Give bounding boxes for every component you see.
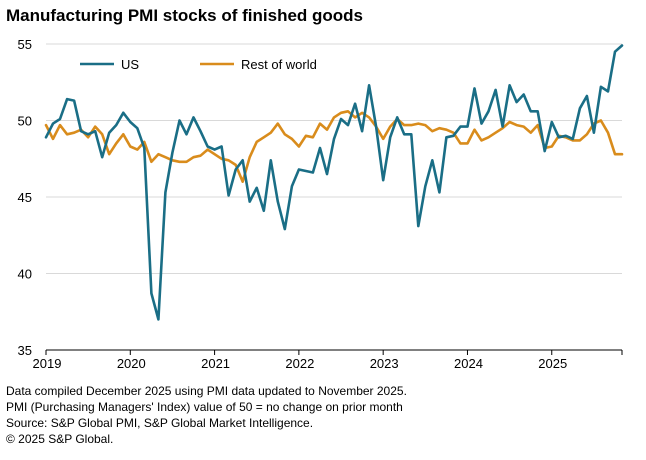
gridlines xyxy=(46,43,622,274)
x-tick-label-2020: 2020 xyxy=(117,356,146,371)
x-tick-label-2024: 2024 xyxy=(454,356,483,371)
x-tick-label-2022: 2022 xyxy=(285,356,314,371)
footnote-data-compiled: Data compiled December 2025 using PMI da… xyxy=(6,384,407,398)
x-tick-label-2025: 2025 xyxy=(538,356,567,371)
x-tick-label-2019: 2019 xyxy=(33,356,62,371)
y-tick-label-40: 40 xyxy=(18,267,32,282)
axes: 35 40 45 50 55 2019 2020 2021 2022 2023 2024 2025 xyxy=(18,37,623,371)
footnote-source: Source: S&P Global PMI, S&P Global Marke… xyxy=(6,416,314,430)
legend-label-rest-of-world: Rest of world xyxy=(241,57,317,72)
y-tick-label-55: 55 xyxy=(18,37,32,52)
footnote-copyright: © 2025 S&P Global. xyxy=(6,432,114,446)
series-line-us xyxy=(44,44,624,321)
footnotes: Data compiled December 2025 using PMI da… xyxy=(6,383,407,447)
y-tick-label-35: 35 xyxy=(18,343,32,358)
footnote-pmi-definition: PMI (Purchasing Managers' Index) value o… xyxy=(6,400,403,414)
y-tick-label-50: 50 xyxy=(18,114,32,129)
x-tick-label-2023: 2023 xyxy=(370,356,399,371)
series-lines xyxy=(44,44,624,321)
legend-label-us: US xyxy=(121,57,139,72)
legend: US Rest of world xyxy=(80,57,317,72)
y-tick-label-45: 45 xyxy=(18,190,32,205)
series-line-rest-of-world xyxy=(44,110,624,183)
x-tick-label-2021: 2021 xyxy=(201,356,230,371)
line-chart: 35 40 45 50 55 2019 2020 2021 2022 2023 2024 2025 U… xyxy=(18,37,624,371)
chart-title: Manufacturing PMI stocks of finished goo… xyxy=(6,6,364,25)
